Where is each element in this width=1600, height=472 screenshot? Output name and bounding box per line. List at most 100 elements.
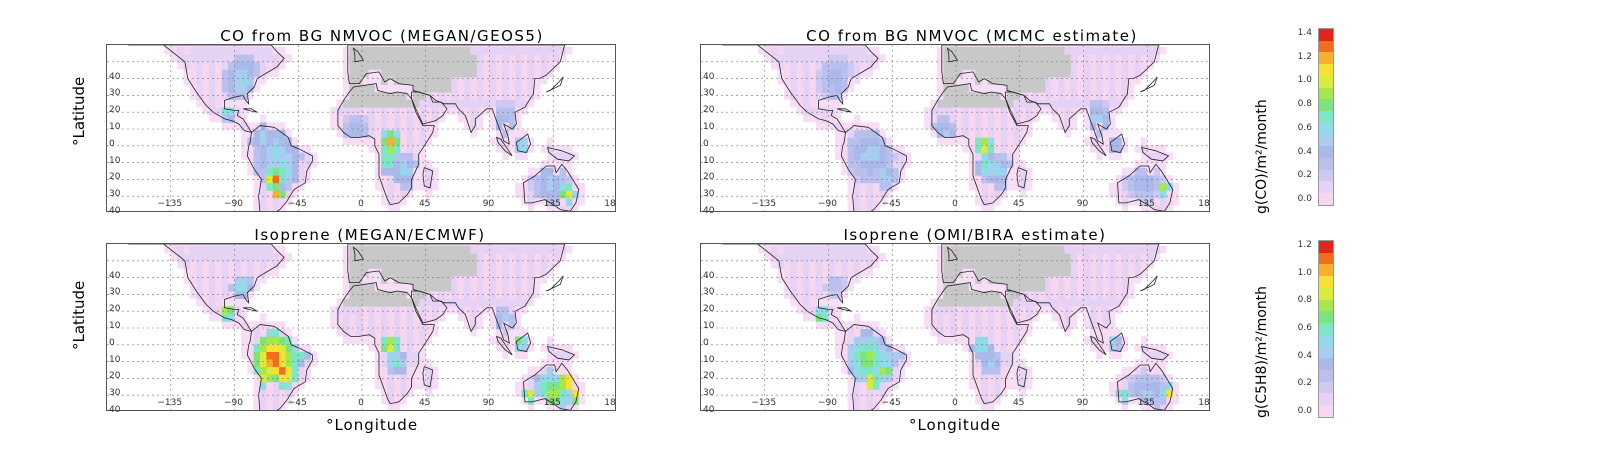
value-cell	[559, 404, 567, 410]
value-cell	[1019, 69, 1027, 78]
value-cell	[508, 291, 516, 299]
value-cell	[994, 275, 1002, 284]
graticule	[107, 244, 615, 410]
value-cell	[362, 61, 369, 70]
coastal-halo-cell	[419, 167, 426, 176]
value-cell	[502, 107, 510, 116]
value-cell	[1115, 76, 1123, 85]
value-cell	[457, 69, 465, 78]
coastal-halo-cell	[393, 45, 401, 47]
value-cell	[981, 61, 989, 70]
value-cell	[1140, 175, 1148, 184]
value-cell	[272, 381, 280, 390]
value-cell	[515, 253, 522, 262]
value-cell	[355, 46, 363, 55]
value-cell	[1038, 268, 1046, 277]
value-cell	[209, 260, 216, 269]
coastal-halo-cell	[177, 244, 184, 246]
value-cell	[949, 114, 957, 123]
value-cell	[368, 46, 376, 55]
coastal-halo-cell	[898, 344, 905, 352]
value-cell	[502, 76, 510, 85]
coastal-halo-cell	[815, 122, 823, 130]
value-cell	[508, 313, 516, 322]
value-cell	[406, 336, 414, 345]
value-cell	[349, 61, 357, 70]
value-cell	[279, 359, 286, 368]
coastal-halo-cell	[521, 374, 528, 382]
coastal-halo-cell	[566, 344, 573, 352]
value-cell	[1013, 268, 1021, 277]
value-cell	[1032, 76, 1040, 85]
value-cell	[291, 374, 299, 383]
value-cell	[393, 275, 401, 284]
value-cell	[994, 61, 1002, 70]
coastal-halo-cell	[221, 244, 229, 246]
value-cell	[943, 260, 951, 269]
coastal-halo-cell	[873, 245, 880, 254]
value-cell	[444, 84, 452, 93]
value-cell	[393, 129, 401, 138]
value-cell	[1070, 92, 1078, 100]
value-cell	[470, 313, 478, 322]
value-cell	[841, 145, 849, 153]
value-cell	[266, 351, 274, 360]
coastal-halo-cell	[1045, 306, 1052, 314]
value-cell	[956, 61, 963, 70]
coastal-halo-cell	[834, 137, 842, 145]
value-cell	[406, 160, 414, 169]
coastal-halo-cell	[975, 396, 982, 405]
coastline-eurasia	[347, 45, 566, 145]
coastal-halo-cell	[809, 45, 816, 47]
value-cell	[975, 46, 982, 55]
value-cell	[451, 69, 459, 78]
lon-tick-label: 135	[1137, 199, 1155, 209]
value-cell	[272, 129, 280, 138]
value-cell	[470, 321, 478, 330]
value-cell	[1019, 92, 1027, 100]
value-cell	[228, 253, 235, 262]
value-cell	[866, 351, 874, 360]
value-cell	[362, 92, 369, 100]
coastal-halo-cell	[968, 268, 976, 276]
value-cell	[1077, 46, 1084, 55]
value-cell	[841, 245, 849, 254]
value-cell	[783, 76, 791, 85]
value-cell	[777, 61, 785, 70]
coastal-halo-cell	[847, 197, 854, 206]
value-cell	[956, 54, 963, 63]
colorbar-segment	[1319, 146, 1333, 158]
colorbar-tick-label: 0.4	[1297, 350, 1312, 361]
value-cell	[1000, 344, 1008, 352]
value-cell	[387, 92, 395, 100]
value-cell	[559, 366, 567, 375]
value-cell	[1121, 291, 1129, 299]
value-cell	[866, 137, 874, 146]
value-cell	[432, 298, 439, 307]
coastal-halo-cell	[432, 122, 439, 130]
value-cell	[234, 313, 242, 322]
value-cell	[451, 61, 459, 70]
value-cell	[1134, 61, 1142, 70]
value-cell	[1000, 129, 1008, 138]
value-cell	[400, 381, 408, 390]
value-cell	[1064, 268, 1072, 277]
value-cell	[368, 306, 376, 315]
coastal-halo-cell	[1128, 84, 1135, 93]
value-cell	[546, 245, 554, 254]
value-cell	[432, 99, 439, 108]
value-cell	[1083, 61, 1091, 70]
value-cell	[796, 92, 804, 100]
value-cell	[381, 107, 388, 116]
coastal-halo-cell	[847, 205, 854, 211]
coastal-halo-cell	[1160, 160, 1167, 168]
value-cell	[898, 351, 906, 360]
value-cell	[936, 328, 944, 337]
coastal-halo-cell	[355, 45, 362, 47]
value-cell	[949, 129, 957, 138]
value-cell	[1045, 76, 1053, 85]
value-cell	[527, 268, 535, 277]
value-cell	[495, 253, 503, 262]
coastal-halo-cell	[968, 175, 976, 183]
value-cell	[854, 182, 861, 191]
